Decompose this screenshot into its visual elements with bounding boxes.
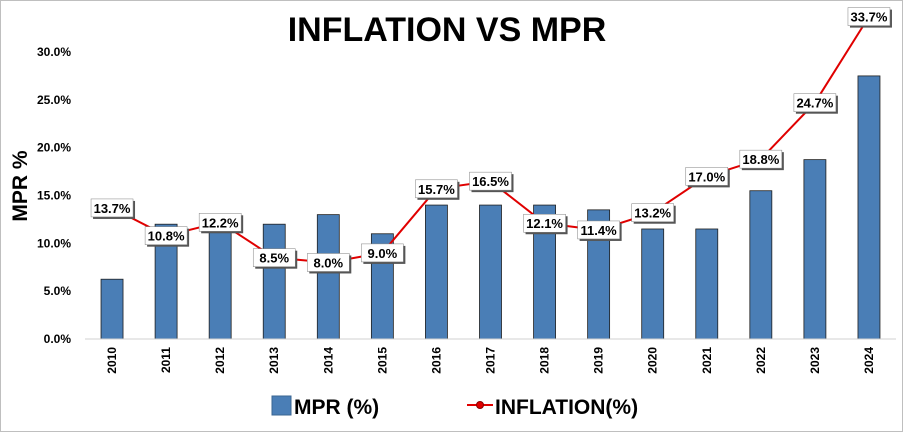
data-label-box [469,171,512,191]
mpr-bar-2022 [749,190,773,340]
data-label-text: 16.5% [472,174,509,189]
y-tick-label: 10.0% [37,236,71,250]
data-label-box [847,7,891,26]
x-tick-label: 2019 [592,347,606,374]
mpr-bar-2020 [641,228,665,340]
mpr-bar-2021 [695,228,719,340]
data-label-box [793,93,837,112]
y-tick-label: 20.0% [37,141,71,155]
data-label-text: 33.7% [851,10,888,25]
data-label-text: 10.8% [148,229,185,244]
x-tick-label: 2024 [862,347,876,374]
y-tick-label: 15.0% [37,189,71,203]
inflation-data-label: 8.5% [252,248,298,269]
data-label-box [252,248,296,267]
data-label-text: 9.0% [368,246,398,261]
data-label-box [685,167,729,186]
legend: MPR (%) INFLATION(%) [271,395,638,419]
inflation-line: 13.7% 10.8% 12.2% 8.5% 8.0% 9.0% 15.7% 16.5% 12.… [90,7,892,274]
mpr-bar-2024 [857,75,881,340]
inflation-data-label: 13.2% [631,203,676,224]
x-tick-label: 2012 [213,347,227,374]
mpr-bar-2014 [316,214,340,340]
legend-mpr-label: MPR (%) [294,396,379,419]
inflation-data-label: 13.7% [90,198,136,219]
data-label-text: 15.7% [418,182,455,197]
data-label-box [631,203,674,222]
legend-inflation-label: INFLATION(%) [495,396,638,419]
x-tick-label: 2016 [429,347,443,374]
inflation-data-label: 12.2% [198,213,244,234]
x-tick-label: 2023 [808,347,822,374]
y-axis-label: MPR % [9,150,32,222]
x-tick-label: 2022 [754,347,768,374]
x-tick-label: 2015 [375,347,389,374]
inflation-data-label: 24.7% [793,93,838,114]
mpr-bar-2016 [425,204,448,340]
data-label-text: 13.7% [94,201,131,216]
legend-inflation-marker-icon [476,401,484,409]
data-label-box [361,243,404,263]
legend-mpr-swatch [271,395,292,416]
y-axis: 0.0% 5.0% 10.0% 15.0% 20.0% 25.0% 30.0% [37,45,71,346]
data-label-box [198,213,242,232]
inflation-data-label: 33.7% [847,7,892,28]
mpr-bar-2023 [803,159,827,340]
x-tick-label: 2017 [484,347,498,374]
mpr-bar-2013 [262,223,286,340]
data-label-box [523,213,566,233]
x-axis: 2010 2011 2012 2013 2014 2015 2016 2017 2018 2019… [85,338,896,374]
y-tick-label: 5.0% [44,284,72,298]
x-tick-label: 2010 [105,347,119,374]
data-label-text: 8.0% [313,255,343,270]
mpr-bar-2010 [100,278,124,340]
x-tick-label: 2013 [267,347,281,374]
inflation-data-label: 17.0% [685,167,730,188]
mpr-bar-2017 [479,204,502,340]
data-label-text: 12.2% [202,215,239,230]
inflation-data-label: 8.0% [307,253,352,274]
inflation-data-label: 9.0% [361,243,406,264]
data-label-text: 24.7% [796,96,833,111]
data-label-box [577,220,620,240]
data-label-text: 13.2% [634,206,671,221]
inflation-data-label: 15.7% [415,179,460,200]
inflation-data-label: 16.5% [469,171,514,193]
data-label-text: 17.0% [688,169,725,184]
inflation-data-label: 10.8% [144,226,190,247]
x-tick-label: 2021 [700,347,714,374]
inflation-data-label: 11.4% [577,220,622,241]
x-tick-label: 2020 [646,347,660,374]
chart-title: INFLATION VS MPR [288,11,607,49]
mpr-bar-2012 [208,223,232,340]
data-label-box [90,198,134,218]
mpr-bars [100,75,881,340]
data-label-text: 11.4% [581,223,618,238]
data-label-box [144,226,188,245]
data-label-box [739,149,783,169]
y-tick-label: 25.0% [37,93,71,107]
x-tick-label: 2011 [159,347,173,373]
inflation-data-label: 18.8% [739,149,784,171]
data-label-box [307,253,350,272]
x-tick-label: 2014 [321,347,335,374]
data-label-text: 18.8% [742,152,779,167]
data-label-text: 8.5% [259,251,289,266]
y-tick-label: 30.0% [37,45,71,59]
data-label-box [415,179,458,199]
y-tick-label: 0.0% [44,332,72,346]
data-label-text: 12.1% [526,216,563,231]
inflation-data-label: 12.1% [523,213,568,235]
x-tick-label: 2018 [538,347,552,374]
